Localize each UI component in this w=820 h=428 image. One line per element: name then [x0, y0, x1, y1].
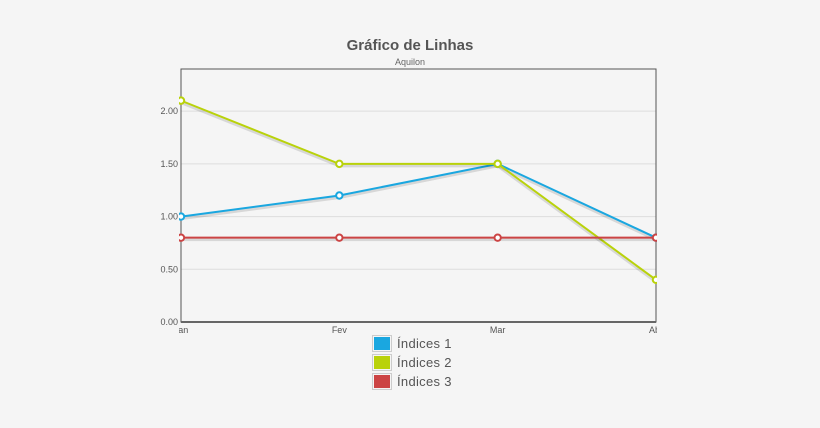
series-shadow — [180, 164, 657, 242]
legend-swatch — [374, 356, 390, 369]
series-line — [180, 162, 657, 239]
chart-subtitle: Aquilon — [394, 57, 426, 67]
data-point[interactable] — [335, 159, 344, 169]
legend: Índices 1 Índices 2 Índices 3 — [372, 334, 452, 391]
x-tick-label: Fev — [332, 325, 348, 335]
data-point[interactable] — [335, 191, 344, 200]
y-tick-label: 1.00 — [160, 212, 178, 222]
x-tick-label: Mar — [490, 325, 506, 335]
x-tick-label: Abr — [649, 325, 663, 335]
data-point[interactable] — [651, 275, 659, 285]
data-point[interactable] — [493, 159, 502, 169]
data-point[interactable] — [178, 233, 186, 242]
series-shadow — [180, 101, 657, 284]
legend-item[interactable]: Índices 1 — [372, 334, 452, 353]
y-tick-label: 0.50 — [160, 264, 178, 274]
legend-label: Índices 3 — [397, 374, 452, 389]
data-point[interactable] — [178, 212, 186, 221]
data-point[interactable] — [651, 233, 659, 242]
legend-label: Índices 1 — [397, 336, 452, 351]
plot-frame — [180, 68, 657, 323]
x-tick-label: Jan — [174, 325, 189, 335]
data-point[interactable] — [493, 233, 502, 242]
chart-title: Gráfico de Linhas — [346, 37, 474, 54]
y-tick-label: 2.00 — [160, 106, 178, 116]
y-tick-label: 1.50 — [160, 159, 178, 169]
legend-swatch — [374, 375, 390, 388]
legend-item[interactable]: Índices 2 — [372, 353, 452, 372]
series-layer — [178, 96, 659, 285]
legend-swatch — [374, 337, 390, 350]
data-point[interactable] — [335, 233, 344, 242]
legend-label: Índices 2 — [397, 355, 452, 370]
y-tick-label: 0.00 — [160, 317, 178, 327]
data-point[interactable] — [178, 96, 186, 105]
legend-item[interactable]: Índices 3 — [372, 372, 452, 391]
series-line — [180, 99, 657, 281]
